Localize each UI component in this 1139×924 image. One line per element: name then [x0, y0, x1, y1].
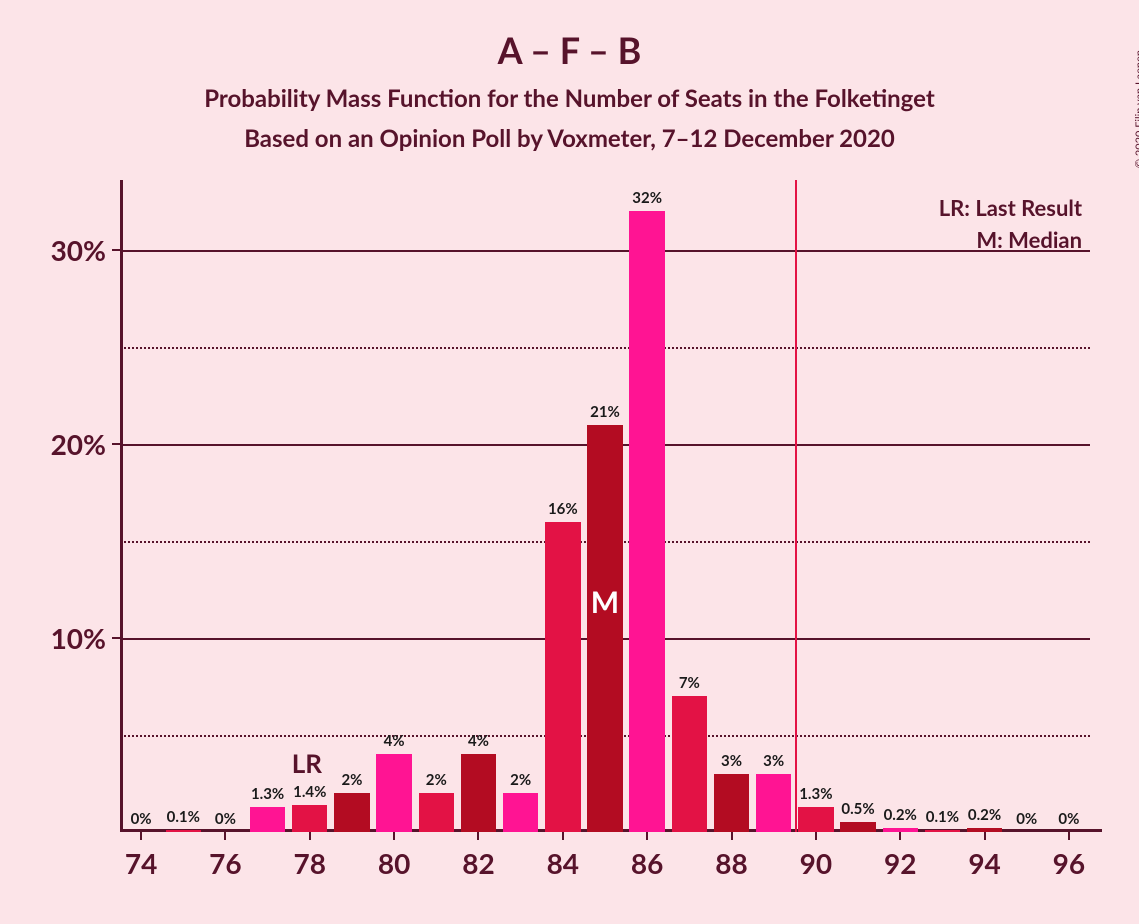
x-tick-mark: [309, 832, 311, 840]
x-tick-label: 92: [884, 846, 916, 880]
bar: 3%: [756, 774, 791, 832]
legend-median: M: Median: [976, 226, 1082, 253]
bar-value-label: 16%: [548, 500, 578, 518]
x-tick-mark: [815, 832, 817, 840]
bar: 1.3%: [250, 807, 285, 832]
bar: 4%: [461, 754, 496, 832]
bar-value-label: 1.3%: [799, 785, 832, 803]
x-tick-label: 88: [715, 846, 747, 880]
bar: 0.1%: [166, 830, 201, 832]
y-tick-label: 20%: [51, 427, 106, 461]
x-tick-label: 76: [209, 846, 241, 880]
median-marker: M: [591, 584, 619, 620]
bar-value-label: 7%: [679, 674, 700, 692]
y-tick-mark: [112, 443, 120, 445]
x-tick-mark: [477, 832, 479, 840]
x-tick-label: 74: [125, 846, 157, 880]
chart-subtitle-2: Based on an Opinion Poll by Voxmeter, 7–…: [0, 124, 1139, 153]
bar: 3%: [714, 774, 749, 832]
x-tick-label: 86: [631, 846, 663, 880]
x-tick-label: 96: [1053, 846, 1085, 880]
bar: 21%M: [587, 425, 622, 832]
bar: 2%: [503, 793, 538, 832]
copyright-notice: © 2020 Filip van Laenen: [1133, 50, 1139, 168]
bar-value-label: 0%: [215, 810, 236, 828]
x-tick-mark: [1068, 832, 1070, 840]
y-tick-label: 30%: [51, 233, 106, 267]
y-tick-mark: [112, 637, 120, 639]
bar: 16%: [545, 522, 580, 832]
x-tick-label: 78: [294, 846, 326, 880]
bar-value-label: 0.2%: [968, 806, 1001, 824]
bar: 0.1%: [925, 830, 960, 832]
x-tick-label: 84: [547, 846, 579, 880]
bar-value-label: 0.1%: [926, 808, 959, 826]
bar: 1.4%: [292, 805, 327, 832]
plot-area: 10%20%30%7476788082848688909294960%0.1%0…: [120, 192, 1090, 832]
x-tick-mark: [393, 832, 395, 840]
bar-value-label: 3%: [721, 752, 742, 770]
chart-container: A – F – B Probability Mass Function for …: [0, 0, 1139, 924]
bar: 2%: [419, 793, 454, 832]
x-tick-label: 94: [968, 846, 1000, 880]
x-tick-label: 80: [378, 846, 410, 880]
x-tick-mark: [731, 832, 733, 840]
gridline-minor: [120, 347, 1090, 349]
bar-value-label: 0.5%: [841, 800, 874, 818]
bar-value-label: 1.4%: [293, 783, 326, 801]
x-tick-label: 90: [800, 846, 832, 880]
legend-lr: LR: Last Result: [939, 194, 1082, 221]
bar-value-label: 2%: [426, 771, 447, 789]
bar-value-label: 2%: [510, 771, 531, 789]
y-tick-label: 10%: [51, 621, 106, 655]
bar: 7%: [672, 696, 707, 832]
chart-title: A – F – B: [0, 28, 1139, 72]
x-tick-mark: [984, 832, 986, 840]
bar: 1.3%: [798, 807, 833, 832]
y-tick-mark: [112, 249, 120, 251]
bar-value-label: 0%: [1058, 810, 1079, 828]
bar: 2%: [334, 793, 369, 832]
gridline-major: [120, 250, 1090, 252]
bar-value-label: 0%: [131, 810, 152, 828]
last-result-marker: LR: [292, 747, 322, 779]
bar-value-label: 3%: [763, 752, 784, 770]
bar-value-label: 2%: [341, 771, 362, 789]
bar-value-label: 4%: [468, 732, 489, 750]
bar-value-label: 32%: [632, 189, 662, 207]
x-tick-mark: [224, 832, 226, 840]
reference-vline: [795, 180, 797, 832]
bar: 0.2%: [883, 828, 918, 832]
bar: 0.2%: [967, 828, 1002, 832]
bar-value-label: 21%: [590, 403, 620, 421]
x-tick-mark: [562, 832, 564, 840]
bar-value-label: 0.1%: [167, 808, 200, 826]
bar: 32%: [629, 211, 664, 832]
bar-value-label: 4%: [384, 732, 405, 750]
x-tick-mark: [140, 832, 142, 840]
bar-value-label: 0%: [1016, 810, 1037, 828]
x-tick-mark: [899, 832, 901, 840]
x-tick-label: 82: [462, 846, 494, 880]
bar: 4%: [376, 754, 411, 832]
bar-value-label: 1.3%: [251, 785, 284, 803]
x-tick-mark: [646, 832, 648, 840]
chart-subtitle-1: Probability Mass Function for the Number…: [0, 84, 1139, 113]
bar: 0.5%: [840, 822, 875, 832]
bar-value-label: 0.2%: [884, 806, 917, 824]
